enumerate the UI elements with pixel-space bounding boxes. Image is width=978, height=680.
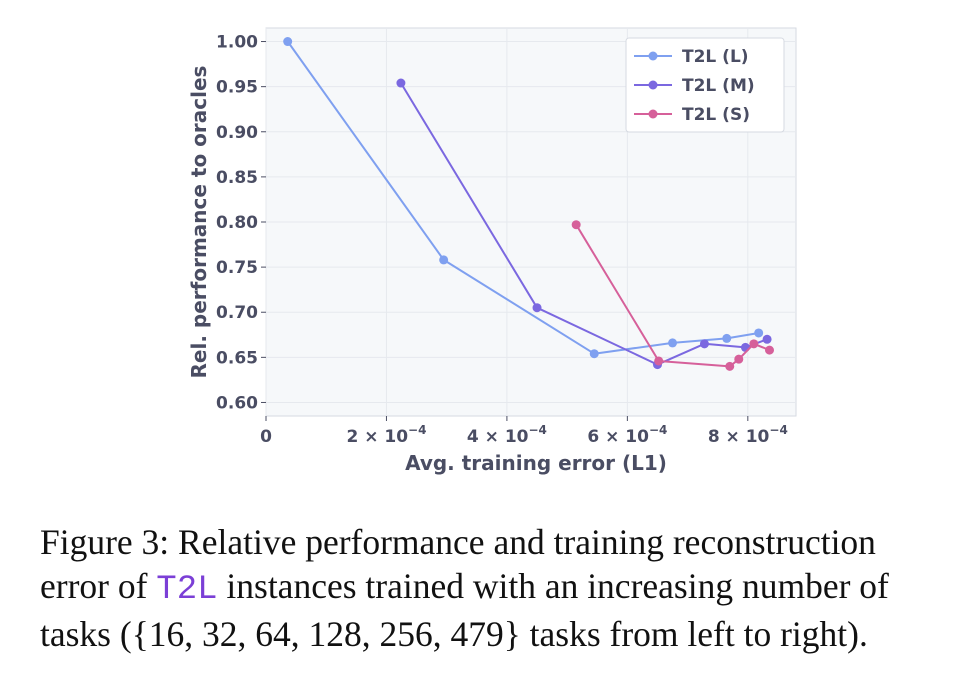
y-tick-label: 0.60 xyxy=(216,393,258,413)
data-point xyxy=(668,338,678,348)
data-point xyxy=(396,78,406,88)
legend-entry: T2L (L) xyxy=(634,47,749,67)
y-axis-title: Rel. performance to oracles xyxy=(187,66,211,379)
series-3 xyxy=(571,220,774,371)
data-point xyxy=(532,303,542,313)
legend-label: T2L (L) xyxy=(682,47,749,67)
legend-entry: T2L (M) xyxy=(634,76,755,96)
legend-marker xyxy=(648,109,658,119)
y-tick-label: 0.90 xyxy=(216,123,258,143)
caption-prefix: Figure 3: Relative performance and train… xyxy=(40,522,876,606)
y-tick-label: 0.70 xyxy=(216,303,258,323)
x-axis-ticks: 0 2 × 10−4 4 × 10−4 6 × 10−4 8 × 10−4 xyxy=(260,416,788,447)
y-tick-label: 1.00 xyxy=(216,33,258,53)
data-point xyxy=(699,339,709,349)
data-point xyxy=(654,356,664,366)
legend-label: T2L (M) xyxy=(682,76,755,96)
data-point xyxy=(589,349,599,359)
chart: 0.60 0.65 0.70 0.75 0.80 0.85 0.90 0.95 1.00 0 2 … xyxy=(187,27,797,475)
figure-caption: Figure 3: Relative performance and train… xyxy=(40,520,950,656)
y-tick-label: 0.80 xyxy=(216,213,258,233)
x-tick-label: 2 × 10−4 xyxy=(346,423,426,447)
caption-suffix: instances trained with an increasing num… xyxy=(40,566,889,654)
legend-marker xyxy=(648,51,658,61)
series-line xyxy=(286,40,759,355)
data-point xyxy=(762,334,772,344)
x-tick-label: 8 × 10−4 xyxy=(708,423,788,447)
data-point xyxy=(734,354,744,364)
data-point xyxy=(725,361,735,371)
y-tick-label: 0.65 xyxy=(216,348,258,368)
series-layer xyxy=(283,37,774,371)
y-axis-ticks: 0.60 0.65 0.70 0.75 0.80 0.85 0.90 0.95 1.00 xyxy=(216,33,266,413)
legend-label: T2L (S) xyxy=(682,105,750,125)
data-point xyxy=(749,339,759,349)
data-point xyxy=(283,37,293,47)
series-2 xyxy=(396,78,772,370)
caption-code: T2L xyxy=(156,571,218,609)
data-point xyxy=(571,220,581,230)
x-axis-title: Avg. training error (L1) xyxy=(405,451,667,475)
data-point xyxy=(722,333,732,343)
legend: T2L (L) T2L (M) T2L (S) xyxy=(625,37,785,133)
y-tick-label: 0.85 xyxy=(216,168,258,188)
data-point xyxy=(439,255,449,265)
y-tick-label: 0.75 xyxy=(216,258,258,278)
x-tick-label: 6 × 10−4 xyxy=(587,423,667,447)
series-1 xyxy=(283,37,764,359)
x-tick-label: 0 xyxy=(260,427,272,447)
data-point xyxy=(765,345,774,355)
legend-marker xyxy=(648,80,658,90)
x-tick-label: 4 × 10−4 xyxy=(467,423,547,447)
legend-box xyxy=(625,37,785,133)
y-tick-label: 0.95 xyxy=(216,78,258,98)
data-point xyxy=(754,328,764,338)
legend-entry: T2L (S) xyxy=(634,105,750,125)
